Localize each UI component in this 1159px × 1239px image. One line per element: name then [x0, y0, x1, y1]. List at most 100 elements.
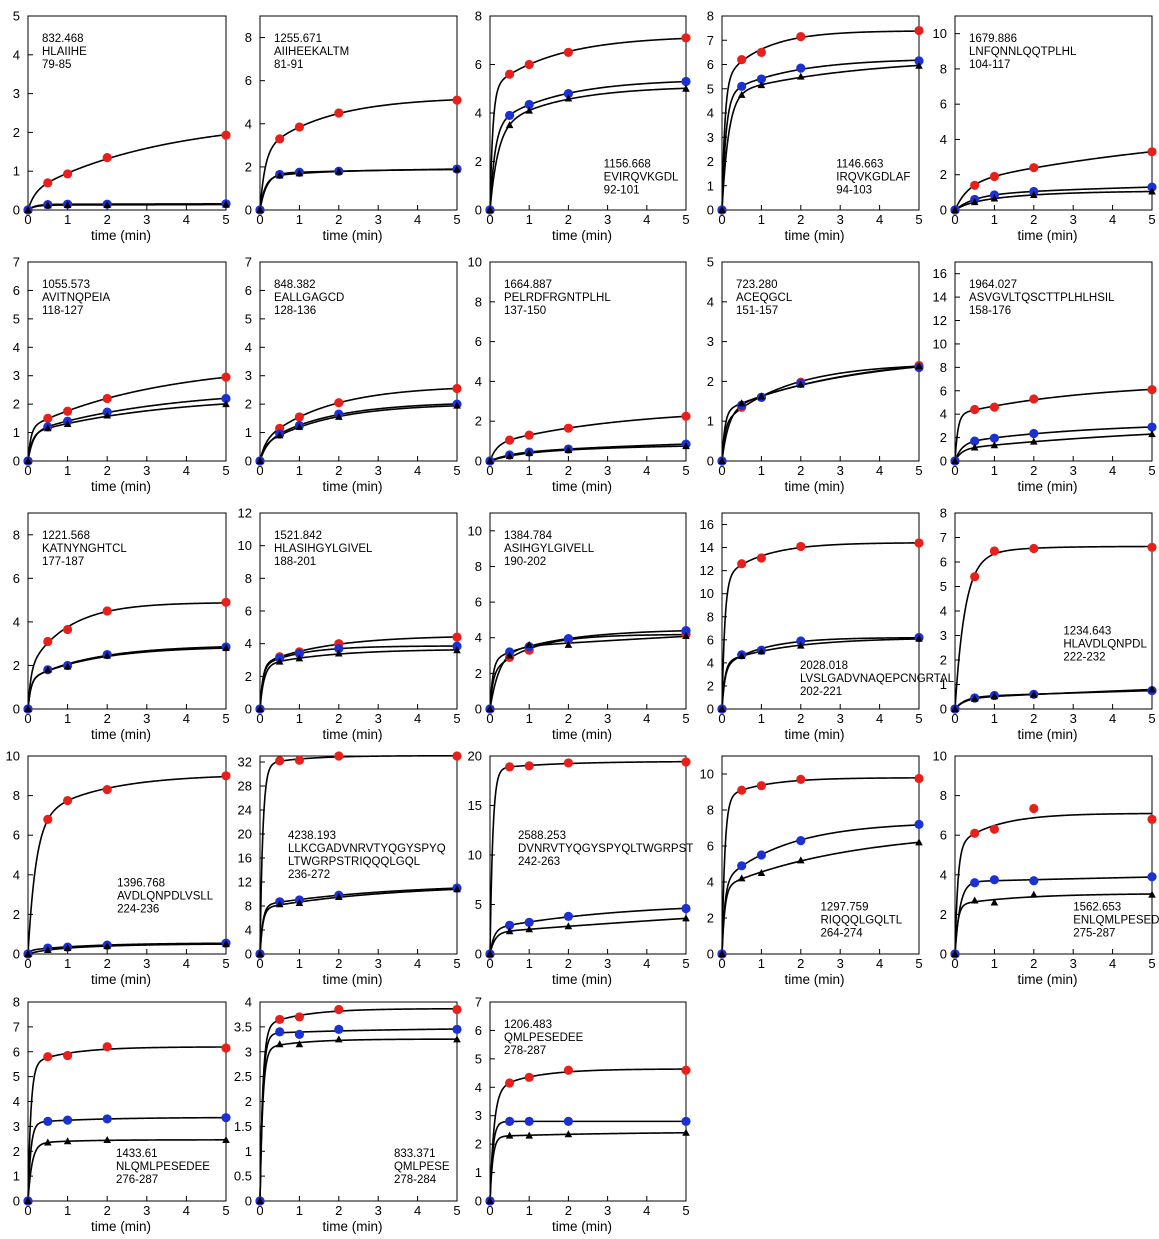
fit-curve	[259, 754, 457, 955]
data-point-circle	[756, 781, 767, 791]
y-tick-label: 0	[245, 947, 252, 962]
x-tick-label: 5	[1148, 711, 1155, 726]
chart-panel: 0 1 2 3 4 5 0 2 4 6 8 10 time (min) 1396.768AVDLQNPDL…	[6, 749, 231, 987]
x-tick-label: 0	[486, 956, 493, 971]
data-point-triangle	[486, 705, 494, 712]
peptide-annotation: 188-201	[274, 556, 316, 568]
y-tick-label: 10	[238, 538, 252, 553]
data-point-circle	[756, 47, 767, 57]
data-point-triangle	[275, 171, 284, 179]
data-point-circle	[796, 541, 806, 552]
y-tick-label: 1	[13, 425, 20, 440]
data-point-circle	[914, 538, 924, 548]
x-tick-label: 2	[797, 463, 804, 478]
data-point-triangle	[24, 206, 32, 213]
x-tick-label: 4	[183, 463, 190, 478]
x-tick-label: 2	[565, 956, 572, 971]
x-tick-label: 5	[1148, 212, 1155, 227]
peptide-annotation: AVDLQNPDLVSLL	[117, 891, 214, 903]
x-tick-label: 3	[1070, 956, 1077, 971]
x-tick-label: 0	[486, 711, 493, 726]
x-tick-label: 3	[143, 212, 150, 227]
peptide-annotation: 1146.663	[836, 158, 883, 170]
x-tick-label: 4	[876, 711, 883, 726]
data-point-triangle	[335, 167, 343, 175]
data-point-circle	[294, 648, 304, 659]
y-tick-label: 0	[13, 947, 20, 962]
fit-curve	[259, 645, 458, 710]
data-point-triangle	[103, 1136, 111, 1144]
data-point-triangle	[63, 1137, 72, 1145]
peptide-annotation: 1964.027	[969, 279, 1017, 291]
x-tick-label: 5	[1148, 463, 1155, 478]
data-point-triangle	[295, 1040, 304, 1048]
fit-curve	[721, 365, 920, 462]
x-tick-label: 1	[991, 463, 998, 478]
y-tick-label: 16	[933, 266, 947, 281]
y-tick-label: 4	[245, 923, 252, 938]
x-axis-label: time (min)	[1018, 972, 1078, 987]
x-tick-label: 1	[758, 212, 765, 227]
peptide-annotation: 1562.653	[1073, 901, 1121, 913]
data-point-circle	[756, 74, 767, 84]
y-tick-label: 0	[707, 454, 714, 469]
data-point-circle	[681, 1116, 691, 1126]
x-tick-label: 1	[526, 956, 533, 971]
x-tick-label: 3	[604, 1203, 611, 1218]
x-tick-label: 2	[104, 212, 111, 227]
fit-curve	[27, 943, 226, 955]
fit-curve	[259, 404, 458, 462]
y-tick-label: 10	[468, 848, 482, 863]
y-tick-label: 0	[13, 702, 20, 717]
fit-curve	[954, 876, 1153, 955]
x-tick-label: 4	[414, 463, 421, 478]
chart-panel: 0 1 2 3 4 5 0 1 2 3 4 5 6 7 time (min) 1206.483QMLPESED…	[475, 995, 691, 1234]
x-axis-label: time (min)	[1018, 228, 1078, 243]
y-tick-label: 3	[245, 1044, 252, 1059]
x-tick-label: 5	[915, 463, 922, 478]
fit-curve	[489, 917, 687, 955]
data-point-triangle	[525, 925, 533, 933]
fit-curve	[489, 1131, 687, 1202]
data-point-triangle	[564, 94, 573, 102]
x-axis-label: time (min)	[785, 228, 845, 243]
x-tick-label: 1	[296, 463, 303, 478]
y-tick-label: 12	[238, 506, 252, 521]
x-tick-label: 4	[414, 711, 421, 726]
peptide-annotation: 158-176	[969, 305, 1011, 317]
chart-panel: 0 1 2 3 4 5 0 1 2 3 4 5 time (min) 832.468HLAIIHE79-8…	[13, 9, 231, 243]
plot-frame	[489, 512, 687, 710]
data-point-triangle	[453, 1035, 461, 1043]
y-tick-label: 2.5	[234, 1069, 252, 1084]
x-axis-label: time (min)	[323, 1219, 383, 1234]
data-point-triangle	[915, 634, 923, 642]
plot-frame	[489, 1001, 687, 1202]
data-point-circle	[221, 130, 231, 140]
data-point-circle	[505, 69, 515, 79]
y-tick-label: 10	[700, 767, 714, 782]
data-point-circle	[334, 643, 344, 654]
y-tick-label: 5	[245, 311, 252, 326]
data-point-circle	[681, 76, 691, 87]
y-tick-label: 10	[468, 523, 482, 538]
peptide-annotation: 79-85	[42, 59, 71, 71]
data-point-circle	[102, 606, 112, 616]
y-tick-label: 0	[245, 454, 252, 469]
data-point-triangle	[453, 646, 461, 654]
peptide-annotation: 276-287	[116, 1174, 158, 1186]
data-point-triangle	[103, 411, 111, 419]
y-tick-label: 8	[475, 294, 482, 309]
data-point-triangle	[486, 1197, 494, 1204]
y-tick-label: 1	[940, 677, 947, 692]
fit-curve	[259, 636, 458, 710]
peptide-annotation: 278-287	[504, 1045, 546, 1057]
data-point-circle	[796, 774, 806, 785]
data-point-circle	[1147, 182, 1157, 192]
x-axis-label: time (min)	[552, 727, 612, 742]
x-tick-label: 3	[375, 463, 382, 478]
x-tick-label: 3	[1070, 711, 1077, 726]
data-point-triangle	[757, 81, 766, 89]
fit-curve	[489, 635, 687, 710]
y-tick-label: 12	[700, 563, 714, 578]
